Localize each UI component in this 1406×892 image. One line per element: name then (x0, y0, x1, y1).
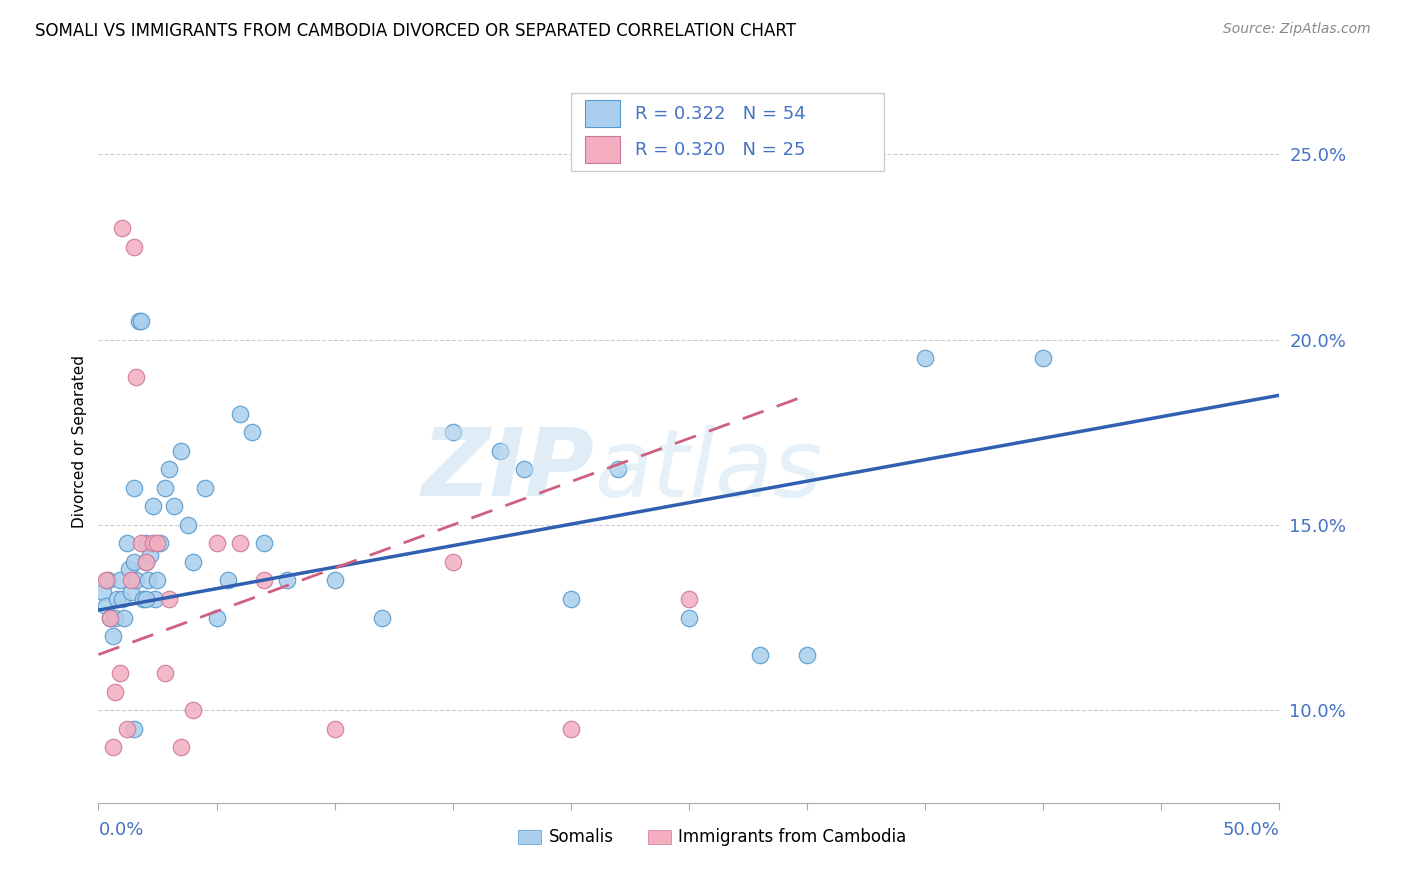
Point (157, 592, 180, 607)
Point (122, 481, 145, 495)
Point (796, 648, 818, 662)
Point (122, 240, 145, 254)
Point (121, 584, 143, 599)
Point (111, 592, 134, 607)
Text: atlas: atlas (595, 425, 823, 516)
Point (118, 562, 141, 576)
Point (177, 517, 200, 532)
Point (129, 536, 152, 550)
Point (170, 740, 193, 755)
Point (101, 740, 124, 755)
Text: SOMALI VS IMMIGRANTS FROM CAMBODIA DIVORCED OR SEPARATED CORRELATION CHART: SOMALI VS IMMIGRANTS FROM CAMBODIA DIVOR… (35, 22, 796, 40)
Point (276, 574, 298, 588)
Point (111, 221, 134, 235)
Point (146, 574, 169, 588)
Point (181, 703, 204, 717)
Point (94, 574, 117, 588)
Y-axis label: Divorced or Separated: Divorced or Separated (72, 355, 87, 528)
Point (253, 574, 276, 588)
Point (153, 666, 176, 681)
Text: 50.0%: 50.0% (1223, 822, 1279, 839)
Point (112, 610, 135, 624)
Text: Immigrants from Cambodia: Immigrants from Cambodia (678, 828, 907, 846)
Text: 0.0%: 0.0% (98, 822, 143, 839)
Point (125, 369, 148, 384)
Point (217, 574, 239, 588)
Point (128, 314, 150, 328)
Point (194, 481, 217, 495)
Point (371, 610, 394, 624)
Point (678, 592, 700, 607)
Point (94, 599, 117, 614)
Point (678, 610, 700, 624)
Point (512, 462, 534, 476)
Text: R = 0.320   N = 25: R = 0.320 N = 25 (634, 141, 806, 159)
Point (129, 314, 152, 328)
Point (560, 722, 582, 736)
Point (104, 610, 127, 624)
Bar (648, 830, 671, 844)
Point (135, 555, 157, 569)
Point (205, 610, 228, 624)
Bar (585, 136, 620, 163)
Point (149, 536, 172, 550)
Point (441, 555, 464, 569)
Point (108, 574, 131, 588)
Point (115, 722, 138, 736)
Point (115, 536, 138, 550)
Point (142, 500, 165, 514)
Point (229, 536, 252, 550)
Point (607, 462, 630, 476)
Point (157, 462, 180, 476)
Point (136, 574, 159, 588)
Text: ZIP: ZIP (422, 425, 595, 516)
Point (105, 592, 128, 607)
Point (108, 666, 131, 681)
Point (101, 629, 124, 643)
Bar (517, 830, 541, 844)
Text: R = 0.322   N = 54: R = 0.322 N = 54 (634, 104, 806, 122)
Point (181, 555, 204, 569)
Point (163, 500, 186, 514)
Point (323, 574, 346, 588)
Point (748, 648, 770, 662)
Point (135, 555, 157, 569)
Point (97, 574, 120, 588)
Point (135, 536, 157, 550)
Point (170, 443, 193, 458)
Point (441, 425, 464, 440)
Point (240, 425, 263, 440)
Point (139, 548, 162, 562)
Point (91, 584, 114, 599)
Point (229, 407, 252, 421)
Point (122, 555, 145, 569)
Point (323, 722, 346, 736)
Point (560, 592, 582, 607)
Point (253, 536, 276, 550)
Point (914, 351, 936, 366)
Text: Source: ZipAtlas.com: Source: ZipAtlas.com (1223, 22, 1371, 37)
Point (143, 592, 166, 607)
FancyBboxPatch shape (571, 93, 884, 170)
Point (142, 536, 165, 550)
Point (146, 536, 169, 550)
Point (104, 684, 127, 698)
Point (122, 722, 145, 736)
Text: Somalis: Somalis (548, 828, 613, 846)
Point (121, 574, 143, 588)
Point (205, 536, 228, 550)
Point (489, 443, 512, 458)
Point (98, 610, 121, 624)
Point (135, 592, 157, 607)
Point (125, 574, 148, 588)
Bar (585, 100, 620, 128)
Point (98, 610, 121, 624)
Point (132, 592, 155, 607)
Point (153, 481, 176, 495)
Point (1032, 351, 1054, 366)
